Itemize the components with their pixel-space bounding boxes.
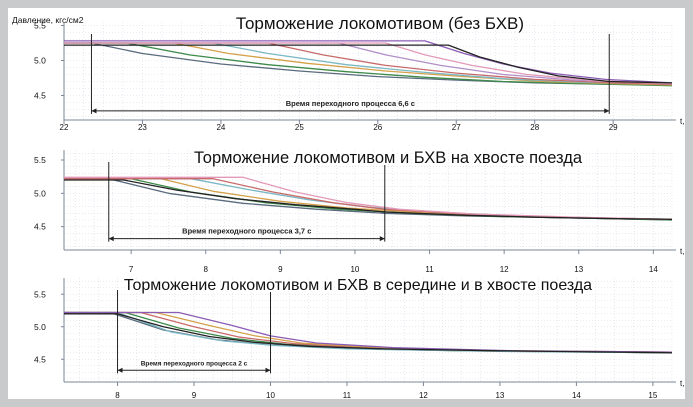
x-tick-label: 12 — [419, 391, 428, 399]
x-tick-label: 27 — [452, 123, 461, 132]
annotation-arrowhead-right — [604, 108, 610, 114]
x-tick-label: 26 — [373, 123, 382, 132]
annotation-arrowhead-left — [91, 108, 97, 114]
x-tick-label: 25 — [295, 123, 304, 132]
annotation-text: Время переходного процесса 3,7 с — [182, 227, 311, 236]
chart-title: Торможение локомотивом и БХВ на хвосте п… — [194, 149, 583, 167]
series-line-6 — [64, 176, 673, 220]
transition-time-annotation: Время переходного процесса 6,6 с — [90, 34, 610, 114]
series-line-2 — [64, 42, 673, 87]
y-tick-label: 4.5 — [34, 222, 46, 232]
x-tick-label: 15 — [648, 391, 657, 399]
x-tick-label: 14 — [572, 391, 581, 399]
annotation-arrowhead-right — [379, 236, 385, 242]
x-tick-label: 13 — [495, 391, 504, 399]
y-tick-label: 5.0 — [34, 188, 46, 198]
series-group — [64, 40, 673, 87]
transition-time-annotation: Время переходного процесса 2 с — [117, 290, 271, 374]
y-tick-label: 5.5 — [34, 21, 46, 31]
chart-figure: Давление, кгс/см2 22 23 24 25 26 27 28 29 5.5 5.0… — [12, 12, 691, 400]
series-group — [64, 311, 673, 354]
x-tick-label: 11 — [343, 391, 352, 399]
x-tick-label: 10 — [266, 391, 275, 399]
figure-panel: Давление, кгс/см2 22 23 24 25 26 27 28 29 5.5 5.0… — [8, 8, 691, 400]
chart-3: 8 9 10 11 12 13 14 15 5.5 5.0 4.5 t, c Время переход… — [34, 275, 691, 400]
series-line-7 — [64, 313, 673, 354]
x-tick-label: 11 — [425, 265, 434, 274]
y-tick-label: 5.0 — [34, 56, 46, 66]
chart-1: 22 23 24 25 26 27 28 29 5.5 5.0 4.5 t, c Время перех… — [34, 12, 691, 132]
chart-title: Торможение локомотивом (без БХВ) — [236, 14, 524, 33]
x-tick-label: 12 — [500, 265, 509, 274]
series-line-8 — [64, 40, 673, 84]
x-tick-label: 23 — [138, 123, 147, 132]
x-tick-label: 8 — [115, 391, 120, 399]
annotation-arrowhead-left — [117, 367, 123, 373]
x-tick-label: 28 — [530, 123, 539, 132]
y-tick-label: 5.0 — [34, 322, 46, 332]
grid-lines — [63, 22, 673, 120]
chart-2: 7 8 9 10 11 12 13 14 5.5 5.0 4.5 t, c Время переходн… — [34, 147, 691, 274]
x-tick-label: 7 — [129, 265, 134, 274]
charts-group: 22 23 24 25 26 27 28 29 5.5 5.0 4.5 t, c Время перех… — [34, 12, 691, 400]
series-line-7 — [64, 42, 673, 85]
series-line-7 — [64, 179, 673, 220]
y-axis-unit-label: Давление, кгс/см2 — [12, 15, 84, 25]
x-axis-unit-label: t, c — [680, 247, 685, 256]
x-tick-label: 9 — [278, 265, 283, 274]
y-tick-label: 4.5 — [34, 354, 46, 364]
grid-lines — [64, 278, 673, 382]
x-axis-unit-label: t, c — [680, 117, 685, 126]
series-line-6 — [64, 42, 673, 85]
x-tick-label: 29 — [609, 123, 618, 132]
annotation-text: Время переходного процесса 6,6 с — [286, 99, 415, 108]
annotation-arrowhead-left — [108, 236, 114, 242]
x-tick-label: 22 — [60, 123, 69, 132]
x-tick-label: 24 — [216, 123, 225, 132]
chart-title: Торможение локомотивом и БХВ в середине … — [124, 277, 592, 294]
x-tick-label: 10 — [350, 265, 359, 274]
series-line-2 — [64, 178, 673, 221]
y-tick-label: 4.5 — [34, 91, 46, 101]
annotation-arrowhead-right — [265, 367, 271, 373]
x-tick-label: 9 — [192, 391, 197, 399]
x-axis-unit-label: t, c — [680, 379, 685, 388]
series-line-1 — [64, 178, 673, 221]
x-tick-label: 13 — [574, 265, 583, 274]
x-tick-label: 14 — [649, 265, 658, 274]
y-tick-label: 5.5 — [34, 289, 46, 299]
y-tick-label: 5.5 — [34, 155, 46, 165]
series-group — [64, 176, 673, 221]
annotation-text: Время переходного процесса 2 с — [141, 360, 248, 367]
transition-time-annotation: Время переходного процесса 3,7 с — [108, 162, 386, 242]
x-tick-label: 8 — [204, 265, 209, 274]
